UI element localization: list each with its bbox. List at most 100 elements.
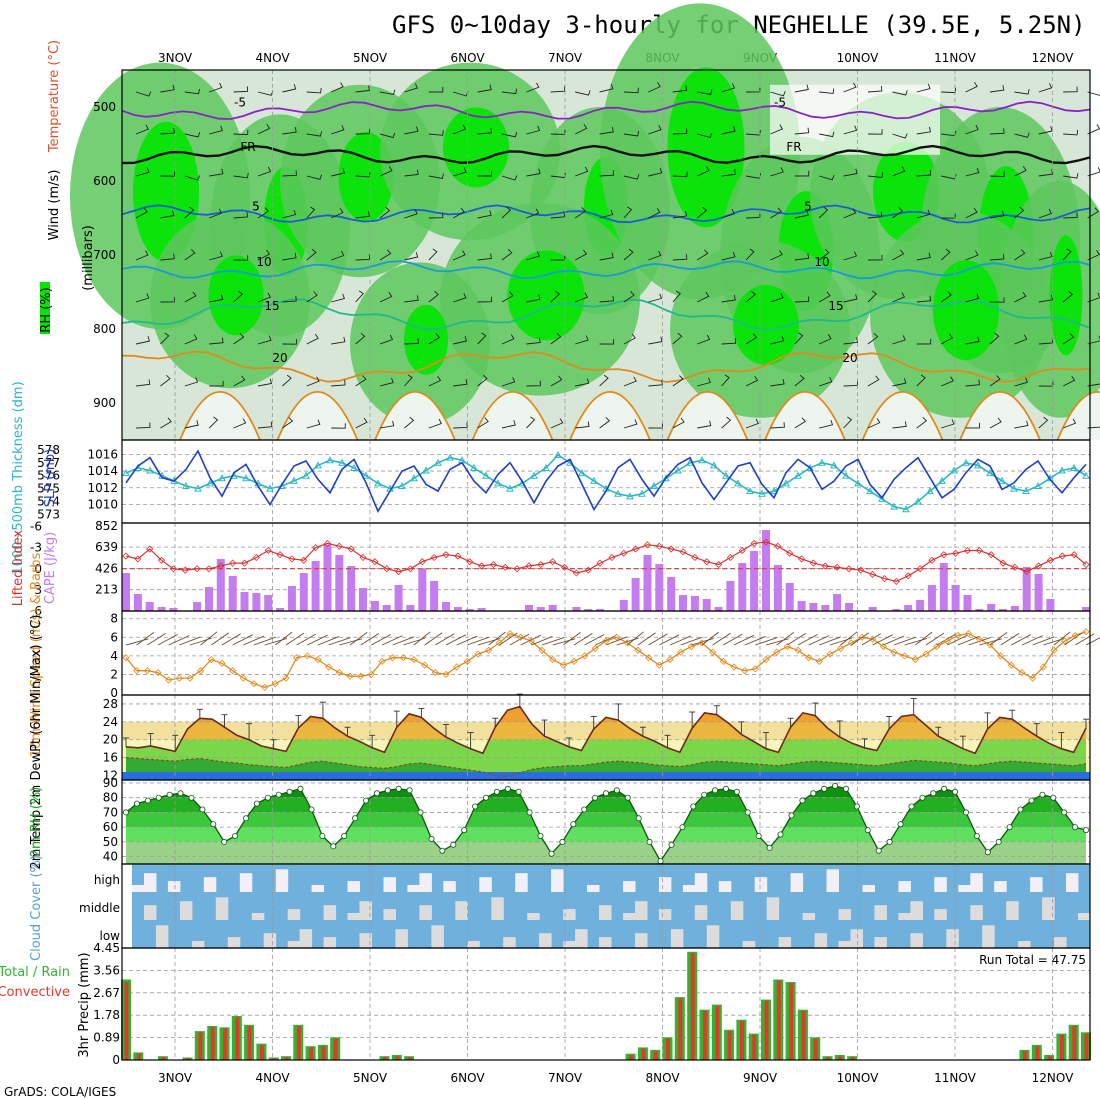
wind-barb xyxy=(477,210,492,219)
precip-tick: 1.78 xyxy=(93,1008,120,1022)
rh-point xyxy=(297,785,304,792)
wind-barb-10m xyxy=(584,634,605,646)
wind-barb xyxy=(477,374,488,387)
isotherm-label: 5 xyxy=(252,199,260,213)
precip-conv-bar xyxy=(629,1055,634,1060)
precip-conv-bar xyxy=(210,1027,215,1060)
wind-barb xyxy=(770,293,784,303)
wind-speed-point xyxy=(591,644,599,652)
wind-speed-point xyxy=(805,654,813,662)
cloud-gap-cell xyxy=(167,881,181,892)
wind-barb-10m xyxy=(541,637,565,646)
precip-conv-bar xyxy=(801,1010,806,1060)
wind-speed-point xyxy=(271,680,279,688)
wind-barb-10m xyxy=(243,635,265,646)
wind-barb xyxy=(892,90,908,96)
precip-panel: 4.45 3.56 2.67 1.78 0.89 0 xyxy=(93,941,1091,1067)
wind-speed-point xyxy=(229,667,237,675)
li-point xyxy=(146,545,154,553)
wind-speed-point xyxy=(133,667,141,675)
thickness-point xyxy=(554,450,562,459)
wind-barb xyxy=(819,377,833,387)
wind-barb-10m xyxy=(947,634,968,646)
wind-barb xyxy=(1014,420,1029,429)
wind-barb xyxy=(209,208,223,219)
li-point xyxy=(1023,568,1031,576)
wind-barb xyxy=(306,291,318,303)
cloud-gap-cell xyxy=(383,877,396,892)
rh-point xyxy=(755,833,762,840)
cape-bar xyxy=(157,607,166,611)
cloud-gap-cell xyxy=(742,941,756,948)
wind-barb-10m xyxy=(488,631,506,646)
wind-speed-point xyxy=(901,652,909,660)
cape-bar xyxy=(276,608,285,611)
wind-barb xyxy=(257,249,271,261)
wind-barb xyxy=(282,295,297,303)
wind-speed-point xyxy=(410,656,418,664)
cloud-gap-cell xyxy=(251,913,265,920)
cloud-gap-cell xyxy=(479,877,492,892)
cape-bar xyxy=(1046,599,1055,611)
wind-barb xyxy=(526,380,541,387)
rh-point xyxy=(581,806,588,813)
wind-barb xyxy=(501,248,513,261)
wind-barb xyxy=(257,207,269,219)
wind-barb xyxy=(623,291,635,303)
top-date-label: 12NOV xyxy=(1032,51,1074,65)
wind-barb-10m xyxy=(957,635,980,646)
cape-bar xyxy=(418,569,427,611)
cloud-gap-cell xyxy=(144,905,157,920)
rh-point xyxy=(799,797,806,804)
thickness-point xyxy=(482,471,490,479)
warm-boundary-arch xyxy=(179,391,261,441)
wind-barb xyxy=(355,417,368,429)
li-point xyxy=(276,551,284,559)
cape-bar xyxy=(406,605,415,611)
wind-barb xyxy=(916,83,931,93)
wind-barb xyxy=(428,87,444,93)
wind-speed-point xyxy=(218,659,226,667)
wind-barb xyxy=(892,378,907,387)
rh-tick: 80 xyxy=(103,791,118,805)
li-point xyxy=(1082,560,1090,569)
wind-speed-point xyxy=(389,654,397,662)
cloud-gap-cell xyxy=(766,897,780,920)
cape-bar xyxy=(548,605,557,611)
rh-point xyxy=(1017,806,1024,813)
li-point xyxy=(809,559,817,567)
wind-barb xyxy=(306,248,317,261)
rh-point xyxy=(461,827,468,834)
wind-barb-10m xyxy=(883,635,905,646)
precip-tick: 0 xyxy=(112,1053,120,1067)
wind-barb xyxy=(989,297,1005,303)
wind-barb xyxy=(843,337,858,345)
wind-barb-10m xyxy=(925,632,945,646)
cloud-gap-cell xyxy=(790,873,804,892)
cape-bar xyxy=(122,573,130,611)
thickness-point xyxy=(674,466,682,474)
wind-barb xyxy=(1063,86,1078,93)
li-point xyxy=(193,565,201,573)
precip-conv-bar xyxy=(666,1038,670,1060)
wind-speed-point xyxy=(261,683,269,691)
wind-barb xyxy=(672,290,681,303)
bottom-date-label: 6NOV xyxy=(450,1071,485,1085)
cape-bar xyxy=(702,599,711,611)
wind-speed-point xyxy=(239,674,247,682)
thickness-point xyxy=(866,487,874,495)
wind-barb xyxy=(428,248,438,261)
wind-barb xyxy=(721,416,732,429)
li-tick: 0 xyxy=(34,562,42,576)
rh-point xyxy=(515,788,522,795)
bottom-date-label: 8NOV xyxy=(645,1071,680,1085)
top-date-label: 4NOV xyxy=(255,51,290,65)
rh-point xyxy=(166,791,173,798)
rh-point xyxy=(232,833,239,840)
wind-barb-10m xyxy=(1011,634,1032,646)
thickness-point xyxy=(290,476,298,484)
wind-barb xyxy=(331,423,346,429)
wind-barb xyxy=(672,171,688,178)
wind-barb xyxy=(941,376,954,387)
wind-barb xyxy=(282,170,297,177)
